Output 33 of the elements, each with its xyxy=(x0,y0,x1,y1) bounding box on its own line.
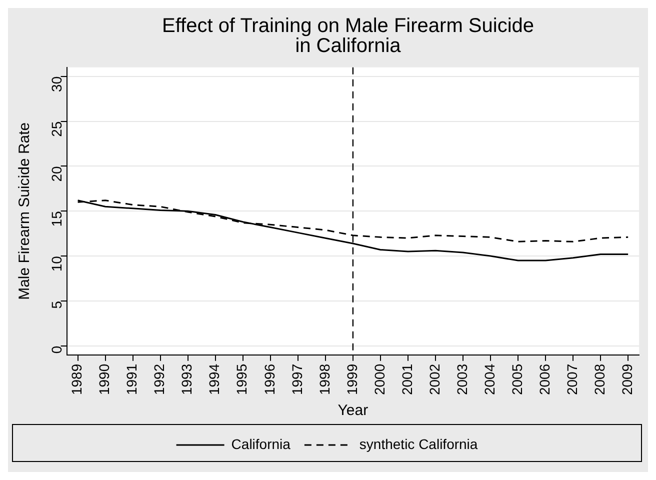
y-tick-label: 20 xyxy=(48,166,65,182)
x-tick-label: 2003 xyxy=(454,364,470,396)
x-tick-label: 1996 xyxy=(261,364,278,396)
x-tick-label: 1989 xyxy=(68,364,85,396)
x-tick-label: 2004 xyxy=(481,364,498,396)
x-tick-label: 2009 xyxy=(618,364,635,396)
x-tick-label: 2000 xyxy=(371,364,388,396)
x-tick-label: 1992 xyxy=(151,364,168,396)
x-tick-label: 1997 xyxy=(288,364,305,396)
y-axis-title: Male Firearm Suicide Rate xyxy=(16,122,34,300)
legend-label: synthetic California xyxy=(359,436,478,452)
x-tick-label: 1998 xyxy=(316,364,332,396)
x-tick-label: 2002 xyxy=(426,364,442,396)
y-tick-label: 0 xyxy=(48,346,65,354)
y-tick-label: 5 xyxy=(48,300,65,309)
x-tick-label: 1993 xyxy=(178,364,195,396)
x-tick-label: 1990 xyxy=(96,364,112,396)
x-tick-label: 1991 xyxy=(124,364,140,396)
x-tick-label: 1994 xyxy=(206,364,222,396)
x-tick-label: 2005 xyxy=(508,364,525,396)
y-tick-label: 10 xyxy=(48,256,65,272)
x-tick-label: 2008 xyxy=(591,364,608,396)
x-tick-label: 2007 xyxy=(564,364,580,396)
y-tick-label: 25 xyxy=(48,121,65,137)
y-tick-label: 15 xyxy=(48,210,65,227)
x-axis-title: Year xyxy=(338,402,368,420)
x-tick-label: 2001 xyxy=(398,364,415,396)
legend-label: California xyxy=(231,436,291,452)
x-tick-label: 1999 xyxy=(344,364,360,396)
chart-title: Effect of Training on Male Firearm Suicide in California xyxy=(160,15,536,57)
y-tick-label: 30 xyxy=(48,76,65,92)
x-tick-label: 1995 xyxy=(234,364,250,396)
x-tick-label: 2006 xyxy=(536,364,552,396)
